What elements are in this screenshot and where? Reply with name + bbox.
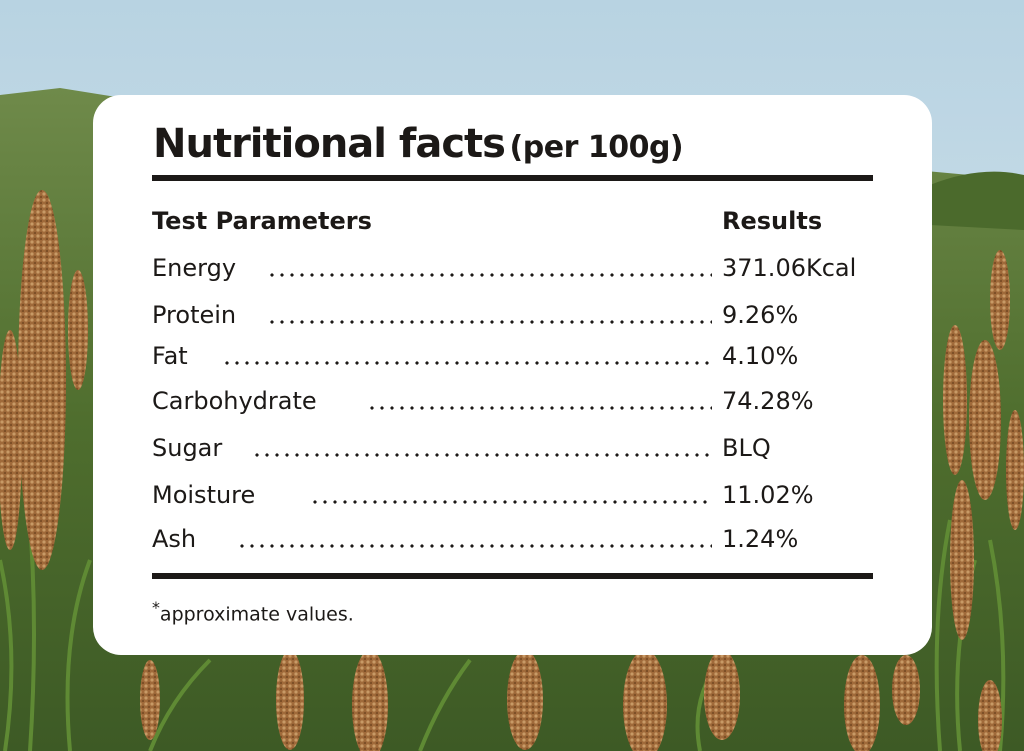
row-value: 74.28% — [722, 387, 814, 415]
dot-leader — [267, 320, 712, 324]
footnote-mark: * — [152, 598, 160, 617]
row-label: Sugar — [152, 434, 223, 462]
row-value: 11.02% — [722, 481, 814, 509]
footnote: *approximate values. — [152, 598, 354, 625]
row-value: 371.06Kcal — [722, 254, 857, 282]
column-header-result: Results — [722, 207, 823, 235]
card-title-suffix: (per 100g) — [509, 130, 684, 165]
row-value: BLQ — [722, 434, 771, 462]
table-row: Sugar BLQ — [152, 432, 872, 464]
row-value: 4.10% — [722, 342, 799, 370]
column-header-parameter: Test Parameters — [152, 207, 372, 235]
dot-leader — [267, 273, 712, 277]
nutrition-card: Nutritional facts (per 100g) Test Parame… — [93, 95, 932, 655]
table-row: Energy 371.06Kcal — [152, 252, 872, 284]
bottom-divider — [152, 573, 873, 579]
table-row: Ash 1.24% — [152, 523, 872, 555]
row-label: Moisture — [152, 481, 256, 509]
table-row: Moisture 11.02% — [152, 479, 872, 511]
row-label: Carbohydrate — [152, 387, 317, 415]
row-value: 9.26% — [722, 301, 799, 329]
table-row: Protein 9.26% — [152, 299, 872, 331]
top-divider — [152, 175, 873, 181]
row-value: 1.24% — [722, 525, 799, 553]
row-label: Protein — [152, 301, 237, 329]
dot-leader — [237, 544, 712, 548]
dot-leader — [310, 500, 712, 504]
footnote-text: approximate values. — [159, 603, 354, 626]
row-label: Fat — [152, 342, 188, 370]
row-label: Ash — [152, 525, 197, 553]
table-row: Fat 4.10% — [152, 340, 872, 372]
dot-leader — [252, 453, 712, 457]
dot-leader — [222, 361, 712, 365]
card-title: Nutritional facts (per 100g) — [153, 121, 684, 167]
row-label: Energy — [152, 254, 237, 282]
table-row: Carbohydrate 74.28% — [152, 385, 872, 417]
dot-leader — [367, 406, 712, 410]
card-title-main: Nutritional facts — [153, 121, 506, 167]
